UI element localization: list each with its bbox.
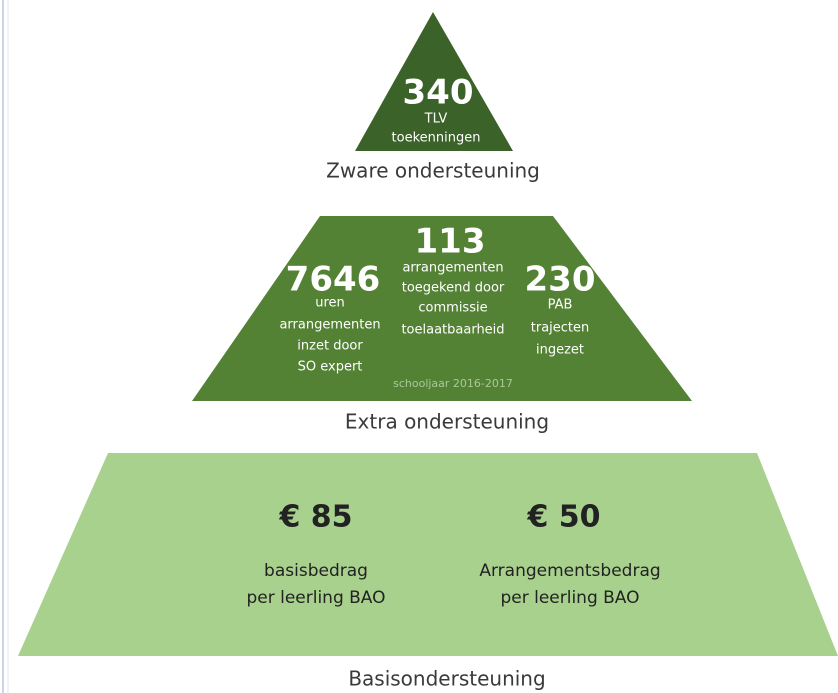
stat-line: per leerling BAO <box>246 588 385 608</box>
level-caption: Extra ondersteuning <box>345 410 549 434</box>
stat-line: arrangementen <box>279 318 380 333</box>
stat-line: toekenningen <box>392 131 481 146</box>
stat-line: arrangementen <box>402 261 503 276</box>
stat-line: trajecten <box>531 321 590 336</box>
top-triangle <box>355 12 513 151</box>
middle-trapezoid <box>192 216 692 401</box>
stat-value: € 85 <box>278 500 352 535</box>
level-caption: Zware ondersteuning <box>326 159 540 183</box>
stat-line: inzet door <box>297 339 363 354</box>
stat-line: toelaatbaarheid <box>401 323 504 338</box>
stat-line: basisbedrag <box>264 561 368 581</box>
stat-line: SO expert <box>298 360 363 375</box>
stat-value: 7646 <box>286 260 381 300</box>
stat-value: 340 <box>403 73 474 113</box>
stat-line: per leerling BAO <box>500 588 639 608</box>
bottom-trapezoid <box>18 453 838 656</box>
stat-value: 113 <box>415 222 486 262</box>
stat-line: PAB <box>548 298 573 313</box>
stat-line: TLV <box>424 112 448 127</box>
school-year-note: schooljaar 2016-2017 <box>393 377 513 390</box>
stat-line: Arrangementsbedrag <box>479 561 660 581</box>
stat-line: ingezet <box>536 343 584 358</box>
stat-line: toegekend door <box>402 281 505 296</box>
stat-value: € 50 <box>526 500 600 535</box>
stat-line: uren <box>315 296 345 311</box>
level-caption: Basisondersteuning <box>348 667 545 691</box>
stat-line: commissie <box>418 301 487 316</box>
stat-value: 230 <box>525 260 596 300</box>
